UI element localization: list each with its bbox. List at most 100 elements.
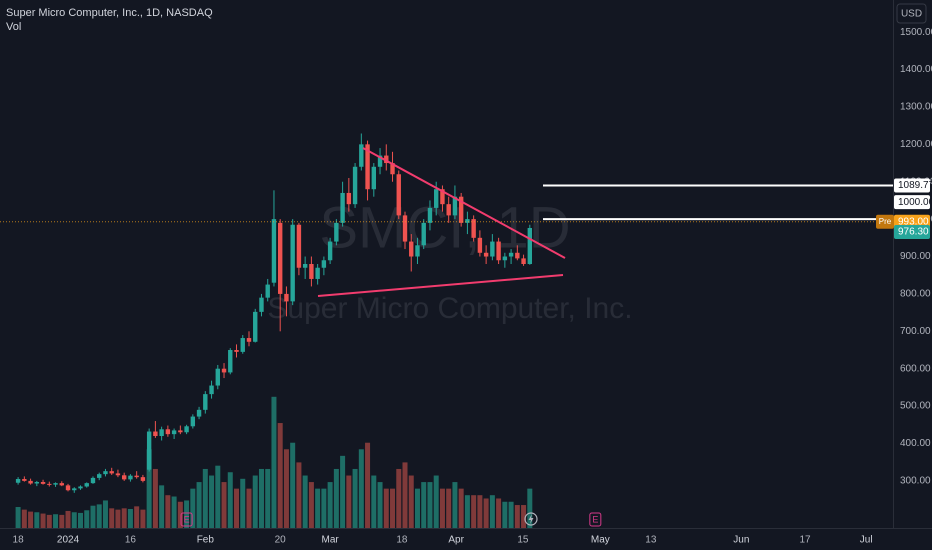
candle-body (465, 219, 470, 223)
candle-body (234, 350, 239, 352)
chart-title[interactable]: Super Micro Computer, Inc., 1D, NASDAQ (6, 7, 213, 19)
volume-bar (121, 508, 127, 528)
candle-body (109, 471, 114, 474)
volume-bar (127, 508, 133, 528)
volume-bar (21, 509, 27, 528)
candle-body (409, 241, 414, 257)
candle-body (334, 222, 339, 242)
y-tick-label: 600.00 (900, 363, 931, 374)
earnings-marker[interactable] (589, 512, 602, 527)
earnings-label[interactable]: E (592, 514, 598, 524)
candle-body (65, 485, 71, 491)
volume-bar (202, 468, 208, 528)
y-tick-label: 400.00 (900, 438, 931, 449)
candle-body (121, 475, 127, 480)
volume-bar (109, 508, 115, 528)
candle-body (203, 394, 208, 410)
watermark-name: Super Micro Computer, Inc. (267, 292, 632, 325)
volume-label[interactable]: Vol (6, 21, 21, 33)
volume-bar (483, 498, 489, 528)
volume-bar (371, 475, 377, 528)
volume-bar (514, 505, 520, 528)
candle-body (228, 350, 233, 373)
volume-bar (78, 512, 84, 528)
volume-bar (471, 495, 477, 528)
currency[interactable]: USD (901, 9, 922, 20)
candle-body (277, 222, 283, 294)
volume-bar (59, 514, 65, 528)
earnings-label[interactable]: E (184, 514, 190, 524)
candle-body (128, 475, 133, 480)
volume-bar (246, 488, 252, 528)
volume-bar (308, 482, 314, 528)
volume-bar (489, 495, 495, 528)
candle-body (483, 252, 489, 257)
candle-body (415, 245, 420, 257)
volume-bar (221, 482, 227, 528)
trendline-upper[interactable] (362, 147, 566, 259)
candle-body (134, 475, 139, 478)
candle-body (296, 224, 302, 268)
candle-body (171, 430, 177, 435)
candle-body (346, 192, 352, 205)
candle-body (28, 480, 33, 484)
premarket-tag-box (876, 214, 894, 229)
earnings-marker[interactable] (180, 512, 193, 527)
volume-bar (296, 462, 302, 528)
volume-bar (102, 500, 108, 528)
realtime-icon[interactable] (524, 512, 538, 526)
volume-bar (90, 505, 96, 528)
candle-body (209, 385, 214, 395)
x-tick-label: 16 (125, 535, 137, 546)
candle-body (284, 293, 289, 302)
candle-body (302, 264, 308, 268)
volume-bar (159, 485, 165, 528)
candle-body (309, 264, 314, 279)
currency-button[interactable] (896, 3, 927, 24)
x-tick-label: Mar (321, 535, 339, 546)
volume-bar (227, 472, 233, 528)
volume-bar (402, 462, 408, 528)
volume-bar (340, 455, 346, 528)
trendline-lower[interactable] (317, 274, 564, 297)
candle-body (365, 144, 370, 190)
candle-body (140, 477, 146, 481)
candle-body (253, 311, 258, 342)
candle-body (458, 196, 464, 223)
volume-bar (65, 510, 71, 528)
candle-body (146, 431, 152, 470)
candle-body (496, 241, 501, 261)
price-line-label-box (894, 178, 930, 193)
volume-bar (427, 482, 433, 528)
candle-body (321, 260, 327, 268)
volume-bar (290, 442, 296, 528)
volume-bar (315, 488, 321, 528)
candle-body (215, 368, 220, 386)
volume-bar (209, 475, 215, 528)
x-tick-label: 20 (275, 535, 287, 546)
volume-bar (15, 507, 21, 528)
y-tick-label: 900.00 (900, 251, 931, 262)
candle-body (390, 163, 395, 175)
volume-bar (464, 495, 470, 528)
volume-bar (184, 500, 190, 528)
volume-bar (452, 482, 458, 528)
x-tick-label: 15 (517, 535, 529, 546)
volume-bar (408, 475, 414, 528)
volume-bar (365, 442, 371, 528)
candle-body (340, 192, 345, 223)
volume-bar (165, 495, 171, 528)
volume-bar (234, 488, 240, 528)
plot: 300.00 400.00 500.00 600.00 700.00 800.00 900.… (0, 27, 932, 546)
candle-body (502, 256, 508, 261)
volume-bar (477, 495, 483, 528)
candle-body (15, 479, 21, 483)
price-line-label: 1089.77 (898, 180, 932, 191)
candle-body (471, 219, 476, 238)
candle-body (396, 174, 401, 216)
x-tick-label: Jul (860, 535, 873, 546)
candle-body (421, 222, 426, 246)
candle-body (240, 338, 245, 352)
x-tick-label: Apr (448, 535, 464, 546)
